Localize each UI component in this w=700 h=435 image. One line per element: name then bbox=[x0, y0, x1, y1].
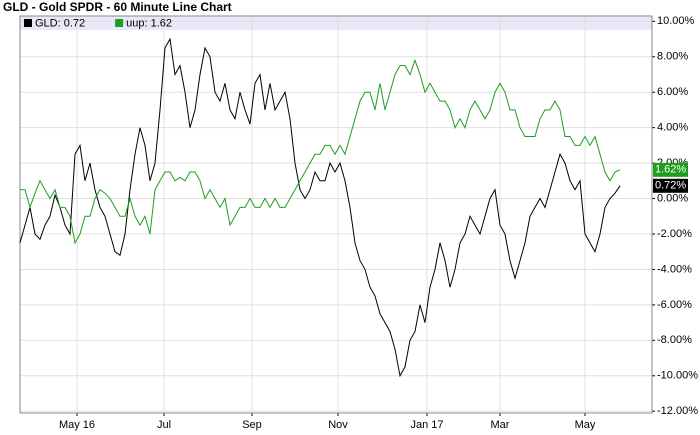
y-tick-label: 0.00% bbox=[657, 192, 688, 204]
y-tick-label: -10.00% bbox=[657, 370, 698, 382]
y-tick-label: 8.00% bbox=[657, 51, 688, 63]
plot-frame bbox=[19, 15, 653, 414]
y-tick-label: -4.00% bbox=[657, 263, 692, 275]
y-tick-label: 4.00% bbox=[657, 122, 688, 134]
line bbox=[19, 37, 621, 378]
y-tick-label: 6.00% bbox=[657, 86, 688, 98]
legend-label: uup: 1.62 bbox=[126, 17, 172, 29]
x-tick-label: Nov bbox=[328, 419, 348, 431]
y-tick-label: 10.00% bbox=[657, 15, 695, 27]
y-tick-label: -8.00% bbox=[657, 334, 692, 346]
x-tick-label: Sep bbox=[242, 419, 262, 431]
end-label: 0.72% bbox=[655, 180, 686, 192]
x-tick-label: May bbox=[575, 419, 596, 431]
x-tick-label: Jul bbox=[157, 419, 171, 431]
legend-label: GLD: 0.72 bbox=[35, 17, 85, 29]
x-tick-label: Jan 17 bbox=[410, 419, 443, 431]
y-tick-label: -6.00% bbox=[657, 299, 692, 311]
y-tick-label: -2.00% bbox=[657, 228, 692, 240]
y-tick-label: -12.00% bbox=[657, 405, 698, 417]
chart-title: GLD - Gold SPDR - 60 Minute Line Chart bbox=[3, 0, 232, 14]
end-label-box bbox=[653, 162, 688, 177]
end-label-box bbox=[653, 178, 688, 193]
legend-swatch bbox=[24, 19, 32, 27]
line bbox=[20, 58, 621, 245]
end-label: 1.62% bbox=[655, 164, 686, 176]
legend-swatch bbox=[115, 19, 124, 27]
x-tick-label: Mar bbox=[491, 419, 510, 431]
x-tick-label: May 16 bbox=[59, 419, 95, 431]
legend-band bbox=[20, 16, 652, 30]
